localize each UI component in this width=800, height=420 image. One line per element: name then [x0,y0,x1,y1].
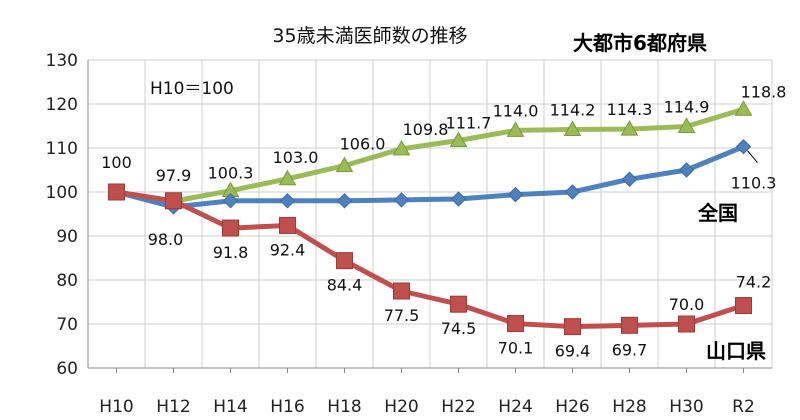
series-line-1 [115,144,745,210]
point-0-6 [449,131,468,148]
point-2-10 [678,315,695,333]
index-note: H10＝100 [150,79,234,99]
point-1-9 [621,171,638,187]
point-1-10 [678,162,695,178]
x-tick-label-H28: H28 [612,397,646,417]
y-tick-label-130: 130 [46,51,78,71]
point-0-7 [506,121,525,137]
x-tick-label-H22: H22 [441,397,475,417]
x-tick-label-H16: H16 [270,397,304,417]
data-label-0-10: 114.9 [664,97,710,116]
point-0-4 [335,156,354,173]
series-name-yamaguchi: 山口県 [706,339,766,363]
point-2-3 [279,216,296,234]
point-1-3 [279,193,296,209]
point-2-2 [222,219,239,237]
point-0-11 [734,100,753,116]
point-2-4 [336,252,353,270]
point-2-11 [735,297,752,315]
point-2-8 [564,318,581,336]
data-label-0-2: 100.3 [208,164,254,183]
point-1-5 [393,192,410,208]
x-tick-label-H26: H26 [555,397,589,417]
data-label-2-10: 70.0 [669,295,705,314]
x-tick-label-H10: H10 [99,397,133,417]
x-tick-label-H24: H24 [498,397,532,417]
point-1-2 [222,193,239,209]
series-line-0 [116,106,745,204]
data-label-2-3: 92.4 [270,240,306,259]
point-0-8 [563,120,582,137]
point-0-3 [278,169,297,186]
data-label-0-1: 97.9 [156,166,192,185]
point-2-1 [165,192,182,210]
data-label-0-6: 111.7 [446,114,492,133]
point-0-9 [620,120,639,136]
data-label-2-2: 91.8 [213,243,249,262]
point-1-6 [450,191,467,207]
data-label-0-9: 114.3 [607,100,653,119]
gridlines [87,59,773,369]
data-label-2-8: 69.4 [555,342,591,361]
series-name-national: 全国 [697,201,738,225]
leader-line-zenkoku [747,150,758,164]
data-label-2-6: 74.5 [441,319,477,338]
data-label-2-9: 69.7 [612,340,648,359]
point-1-7 [507,186,524,203]
series-line-2 [116,189,745,330]
y-tick-label-70: 70 [56,315,78,335]
data-label-2-7: 70.1 [498,339,534,358]
series-lines [107,100,753,336]
point-1-4 [336,193,353,209]
y-tick-label-80: 80 [56,271,78,291]
point-0-10 [677,117,696,133]
point-2-9 [621,316,638,334]
data-label-0-4: 106.0 [340,135,386,154]
data-label-1-11: 110.3 [731,174,777,193]
x-tick-label-H18: H18 [327,397,361,417]
x-tick-label-H20: H20 [384,397,418,417]
point-2-6 [450,295,467,313]
y-tick-label-60: 60 [56,359,78,379]
series-name-metro: 大都市6都府県 [573,31,707,55]
x-tick-label-H30: H30 [669,397,703,417]
data-label-2-4: 84.4 [327,276,363,295]
x-tick-label-R2: R2 [732,397,755,417]
data-label-2-11: 74.2 [736,273,772,292]
x-tick-label-H14: H14 [213,397,247,417]
point-1-8 [564,184,581,200]
y-tick-label-110: 110 [46,139,78,159]
data-label-2-1: 98.0 [148,230,184,249]
data-label-2-5: 77.5 [384,306,420,325]
data-label-2-0: 100 [101,153,132,172]
data-label-0-11: 118.8 [741,82,787,101]
series-2 [108,183,752,336]
point-2-5 [393,282,410,300]
y-tick-label-90: 90 [56,227,78,247]
data-label-0-5: 109.8 [403,120,449,139]
point-0-5 [392,139,411,156]
data-label-0-3: 103.0 [273,148,319,167]
x-tick-label-H12: H12 [156,397,190,417]
point-2-0 [108,183,125,201]
chart-title: 35歳未満医師数の推移 [272,25,467,47]
y-tick-label-100: 100 [46,183,78,203]
y-tick-label-120: 120 [46,95,78,115]
data-label-0-8: 114.2 [550,101,596,120]
data-label-0-7: 114.0 [493,101,539,120]
point-2-7 [507,315,524,333]
point-1-11 [735,138,752,155]
axes: 60 70 80 90 100 110 120 130 H10 H12 H14 H16 H18 H20 H2… [46,51,772,417]
